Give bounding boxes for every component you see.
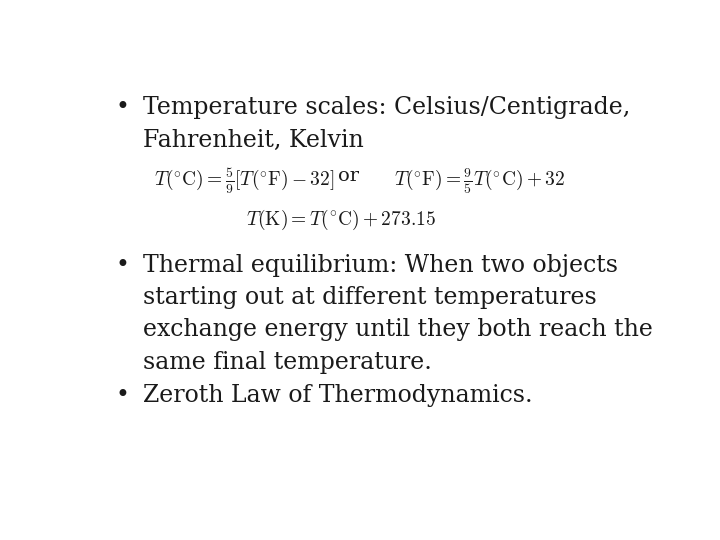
Text: Fahrenheit, Kelvin: Fahrenheit, Kelvin: [143, 129, 364, 152]
Text: starting out at different temperatures: starting out at different temperatures: [143, 286, 597, 309]
Text: or: or: [338, 167, 359, 185]
Text: •: •: [115, 384, 129, 407]
Text: $T(\mathrm{K}) = T(^{\circ}\mathrm{C}) + 273.15$: $T(\mathrm{K}) = T(^{\circ}\mathrm{C}) +…: [246, 208, 436, 232]
Text: Thermal equilibrium: When two objects: Thermal equilibrium: When two objects: [143, 254, 618, 277]
Text: same final temperature.: same final temperature.: [143, 351, 432, 374]
Text: $T(^{\circ}\mathrm{F}) = \frac{9}{5}T(^{\circ}\mathrm{C}) + 32$: $T(^{\circ}\mathrm{F}) = \frac{9}{5}T(^{…: [394, 167, 565, 197]
Text: •: •: [115, 96, 129, 119]
Text: $T(^{\circ}\mathrm{C}) = \frac{5}{9}[T(^{\circ}\mathrm{F}) - 32]$: $T(^{\circ}\mathrm{C}) = \frac{5}{9}[T(^…: [154, 167, 335, 197]
Text: •: •: [115, 254, 129, 277]
Text: exchange energy until they both reach the: exchange energy until they both reach th…: [143, 319, 653, 341]
Text: Zeroth Law of Thermodynamics.: Zeroth Law of Thermodynamics.: [143, 384, 533, 407]
Text: Temperature scales: Celsius/Centigrade,: Temperature scales: Celsius/Centigrade,: [143, 96, 631, 119]
